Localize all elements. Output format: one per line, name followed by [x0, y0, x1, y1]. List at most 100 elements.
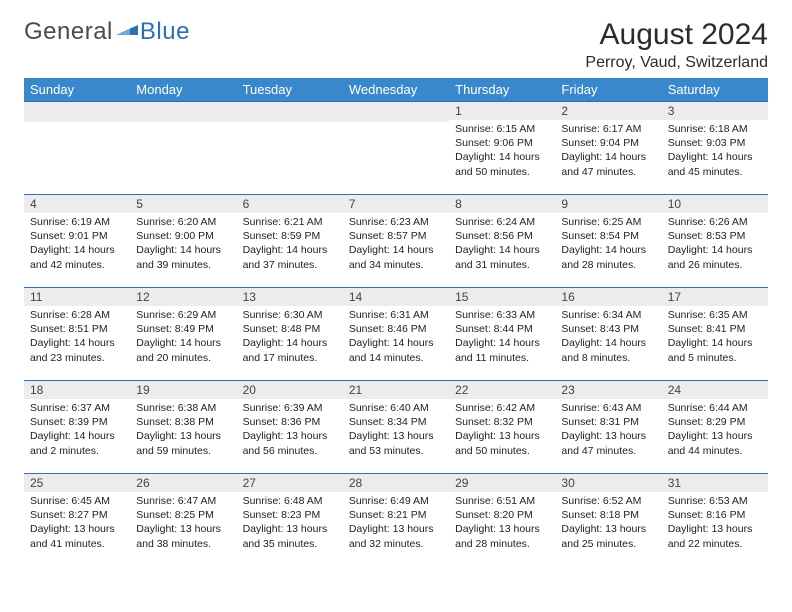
day-number: 15 — [449, 288, 555, 306]
day-details: Sunrise: 6:49 AMSunset: 8:21 PMDaylight:… — [343, 492, 449, 555]
day-details: Sunrise: 6:43 AMSunset: 8:31 PMDaylight:… — [555, 399, 661, 462]
day-number: 3 — [662, 102, 768, 120]
day-details: Sunrise: 6:51 AMSunset: 8:20 PMDaylight:… — [449, 492, 555, 555]
day-number: 6 — [237, 195, 343, 213]
calendar-day-cell: 24Sunrise: 6:44 AMSunset: 8:29 PMDayligh… — [662, 381, 768, 474]
day-number: 20 — [237, 381, 343, 399]
day-number: 14 — [343, 288, 449, 306]
day-number: 13 — [237, 288, 343, 306]
brand-logo: General Blue — [24, 18, 190, 46]
weekday-row: SundayMondayTuesdayWednesdayThursdayFrid… — [24, 78, 768, 102]
day-details: Sunrise: 6:35 AMSunset: 8:41 PMDaylight:… — [662, 306, 768, 369]
calendar-day-cell: 9Sunrise: 6:25 AMSunset: 8:54 PMDaylight… — [555, 195, 661, 288]
day-number: 8 — [449, 195, 555, 213]
weekday-header: Friday — [555, 78, 661, 102]
calendar-day-cell: 7Sunrise: 6:23 AMSunset: 8:57 PMDaylight… — [343, 195, 449, 288]
day-number: 28 — [343, 474, 449, 492]
day-details: Sunrise: 6:52 AMSunset: 8:18 PMDaylight:… — [555, 492, 661, 555]
calendar-day-cell: 4Sunrise: 6:19 AMSunset: 9:01 PMDaylight… — [24, 195, 130, 288]
calendar-day-cell: 31Sunrise: 6:53 AMSunset: 8:16 PMDayligh… — [662, 474, 768, 567]
brand-text-2: Blue — [140, 18, 190, 46]
weekday-header: Thursday — [449, 78, 555, 102]
month-title: August 2024 — [585, 18, 768, 52]
day-number: 21 — [343, 381, 449, 399]
calendar-day-cell: 2Sunrise: 6:17 AMSunset: 9:04 PMDaylight… — [555, 102, 661, 195]
day-number: 7 — [343, 195, 449, 213]
day-number: 26 — [130, 474, 236, 492]
day-details: Sunrise: 6:18 AMSunset: 9:03 PMDaylight:… — [662, 120, 768, 183]
day-number: 12 — [130, 288, 236, 306]
day-number — [343, 102, 449, 122]
day-number: 25 — [24, 474, 130, 492]
day-number: 19 — [130, 381, 236, 399]
calendar-table: SundayMondayTuesdayWednesdayThursdayFrid… — [24, 78, 768, 566]
day-number: 24 — [662, 381, 768, 399]
day-number: 4 — [24, 195, 130, 213]
calendar-empty-cell — [130, 102, 236, 195]
day-number — [130, 102, 236, 122]
calendar-day-cell: 3Sunrise: 6:18 AMSunset: 9:03 PMDaylight… — [662, 102, 768, 195]
day-details: Sunrise: 6:31 AMSunset: 8:46 PMDaylight:… — [343, 306, 449, 369]
calendar-week-row: 4Sunrise: 6:19 AMSunset: 9:01 PMDaylight… — [24, 195, 768, 288]
calendar-day-cell: 16Sunrise: 6:34 AMSunset: 8:43 PMDayligh… — [555, 288, 661, 381]
day-details: Sunrise: 6:25 AMSunset: 8:54 PMDaylight:… — [555, 213, 661, 276]
title-block: August 2024 Perroy, Vaud, Switzerland — [585, 18, 768, 72]
day-details: Sunrise: 6:19 AMSunset: 9:01 PMDaylight:… — [24, 213, 130, 276]
day-number: 5 — [130, 195, 236, 213]
weekday-header: Monday — [130, 78, 236, 102]
weekday-header: Wednesday — [343, 78, 449, 102]
calendar-day-cell: 19Sunrise: 6:38 AMSunset: 8:38 PMDayligh… — [130, 381, 236, 474]
day-details: Sunrise: 6:45 AMSunset: 8:27 PMDaylight:… — [24, 492, 130, 555]
calendar-day-cell: 18Sunrise: 6:37 AMSunset: 8:39 PMDayligh… — [24, 381, 130, 474]
day-details: Sunrise: 6:20 AMSunset: 9:00 PMDaylight:… — [130, 213, 236, 276]
calendar-body: 1Sunrise: 6:15 AMSunset: 9:06 PMDaylight… — [24, 102, 768, 567]
calendar-day-cell: 5Sunrise: 6:20 AMSunset: 9:00 PMDaylight… — [130, 195, 236, 288]
day-details: Sunrise: 6:38 AMSunset: 8:38 PMDaylight:… — [130, 399, 236, 462]
day-details: Sunrise: 6:17 AMSunset: 9:04 PMDaylight:… — [555, 120, 661, 183]
calendar-day-cell: 20Sunrise: 6:39 AMSunset: 8:36 PMDayligh… — [237, 381, 343, 474]
day-details: Sunrise: 6:48 AMSunset: 8:23 PMDaylight:… — [237, 492, 343, 555]
day-details: Sunrise: 6:23 AMSunset: 8:57 PMDaylight:… — [343, 213, 449, 276]
calendar-day-cell: 25Sunrise: 6:45 AMSunset: 8:27 PMDayligh… — [24, 474, 130, 567]
day-details: Sunrise: 6:34 AMSunset: 8:43 PMDaylight:… — [555, 306, 661, 369]
day-details: Sunrise: 6:33 AMSunset: 8:44 PMDaylight:… — [449, 306, 555, 369]
brand-text-1: General — [24, 18, 113, 46]
calendar-week-row: 1Sunrise: 6:15 AMSunset: 9:06 PMDaylight… — [24, 102, 768, 195]
calendar-empty-cell — [343, 102, 449, 195]
day-number: 1 — [449, 102, 555, 120]
calendar-day-cell: 6Sunrise: 6:21 AMSunset: 8:59 PMDaylight… — [237, 195, 343, 288]
day-number — [24, 102, 130, 122]
day-number: 29 — [449, 474, 555, 492]
calendar-day-cell: 11Sunrise: 6:28 AMSunset: 8:51 PMDayligh… — [24, 288, 130, 381]
weekday-header: Sunday — [24, 78, 130, 102]
day-details: Sunrise: 6:24 AMSunset: 8:56 PMDaylight:… — [449, 213, 555, 276]
day-number: 9 — [555, 195, 661, 213]
day-number: 16 — [555, 288, 661, 306]
day-number: 27 — [237, 474, 343, 492]
day-number: 17 — [662, 288, 768, 306]
calendar-day-cell: 12Sunrise: 6:29 AMSunset: 8:49 PMDayligh… — [130, 288, 236, 381]
location-subtitle: Perroy, Vaud, Switzerland — [585, 54, 768, 72]
day-details: Sunrise: 6:44 AMSunset: 8:29 PMDaylight:… — [662, 399, 768, 462]
day-number: 23 — [555, 381, 661, 399]
day-number — [237, 102, 343, 122]
calendar-week-row: 11Sunrise: 6:28 AMSunset: 8:51 PMDayligh… — [24, 288, 768, 381]
day-details: Sunrise: 6:29 AMSunset: 8:49 PMDaylight:… — [130, 306, 236, 369]
calendar-head: SundayMondayTuesdayWednesdayThursdayFrid… — [24, 78, 768, 102]
calendar-empty-cell — [237, 102, 343, 195]
weekday-header: Tuesday — [237, 78, 343, 102]
day-details: Sunrise: 6:21 AMSunset: 8:59 PMDaylight:… — [237, 213, 343, 276]
calendar-page: General Blue August 2024 Perroy, Vaud, S… — [0, 0, 792, 612]
calendar-day-cell: 27Sunrise: 6:48 AMSunset: 8:23 PMDayligh… — [237, 474, 343, 567]
calendar-day-cell: 17Sunrise: 6:35 AMSunset: 8:41 PMDayligh… — [662, 288, 768, 381]
header: General Blue August 2024 Perroy, Vaud, S… — [24, 18, 768, 72]
day-details: Sunrise: 6:30 AMSunset: 8:48 PMDaylight:… — [237, 306, 343, 369]
day-details: Sunrise: 6:37 AMSunset: 8:39 PMDaylight:… — [24, 399, 130, 462]
calendar-day-cell: 22Sunrise: 6:42 AMSunset: 8:32 PMDayligh… — [449, 381, 555, 474]
calendar-day-cell: 26Sunrise: 6:47 AMSunset: 8:25 PMDayligh… — [130, 474, 236, 567]
day-number: 11 — [24, 288, 130, 306]
day-details: Sunrise: 6:39 AMSunset: 8:36 PMDaylight:… — [237, 399, 343, 462]
day-number: 2 — [555, 102, 661, 120]
day-number: 10 — [662, 195, 768, 213]
day-details: Sunrise: 6:40 AMSunset: 8:34 PMDaylight:… — [343, 399, 449, 462]
